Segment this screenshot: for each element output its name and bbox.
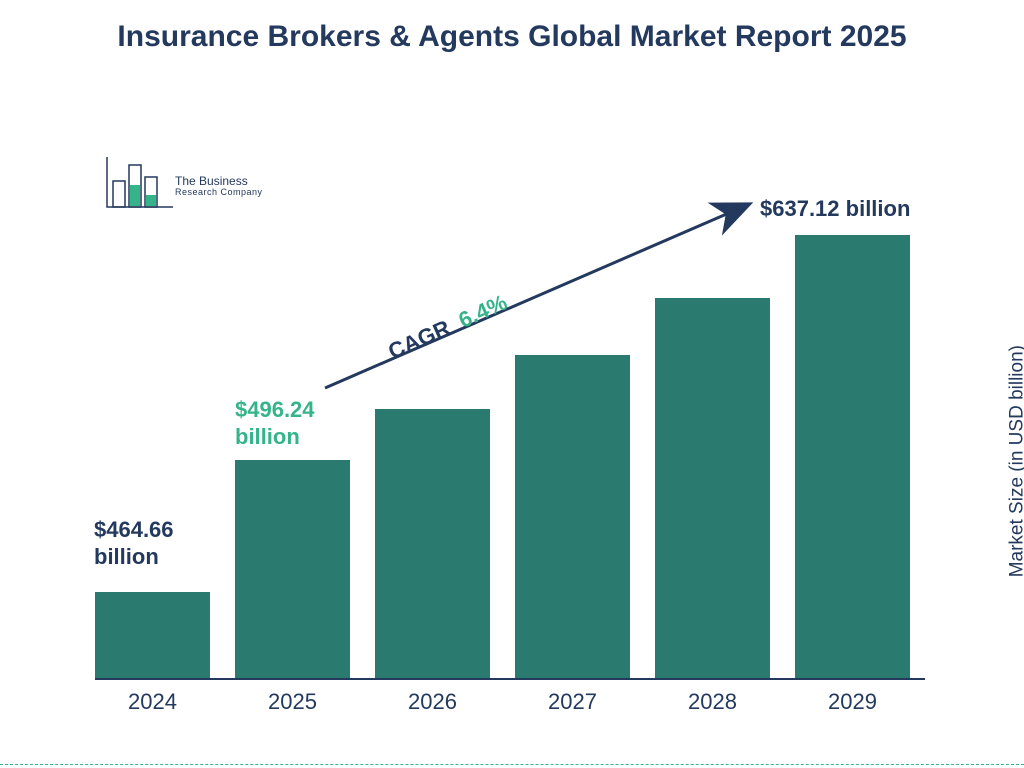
xlabel-2025: 2025: [235, 689, 350, 715]
xlabel-2029: 2029: [795, 689, 910, 715]
bar-2026: [375, 409, 490, 678]
value-label-2024: $464.66 billion: [94, 517, 214, 570]
bar-2024: [95, 592, 210, 678]
xlabel-2027: 2027: [515, 689, 630, 715]
xlabel-2028: 2028: [655, 689, 770, 715]
bar-2025: [235, 460, 350, 678]
cagr-word: CAGR: [384, 315, 453, 364]
xlabel-2026: 2026: [375, 689, 490, 715]
chart-plot-area: 2024 2025 2026 2027 2028 2029 $464.66 bi…: [95, 130, 925, 720]
value-label-2029: $637.12 billion: [760, 196, 960, 222]
chart-container: { "title": "Insurance Brokers & Agents G…: [0, 0, 1024, 768]
y-axis-label: Market Size (in USD billion): [1006, 345, 1024, 577]
x-axis-line: [95, 678, 925, 680]
bar-2029: [795, 235, 910, 678]
chart-title: Insurance Brokers & Agents Global Market…: [0, 18, 1024, 56]
xlabel-2024: 2024: [95, 689, 210, 715]
bottom-dashed-line: [0, 764, 1024, 765]
bar-2028: [655, 298, 770, 678]
bar-2027: [515, 355, 630, 678]
value-label-2025: $496.24 billion: [235, 397, 355, 450]
cagr-percent: 6.4%: [455, 290, 511, 333]
cagr-label: CAGR 6.4%: [384, 290, 511, 365]
